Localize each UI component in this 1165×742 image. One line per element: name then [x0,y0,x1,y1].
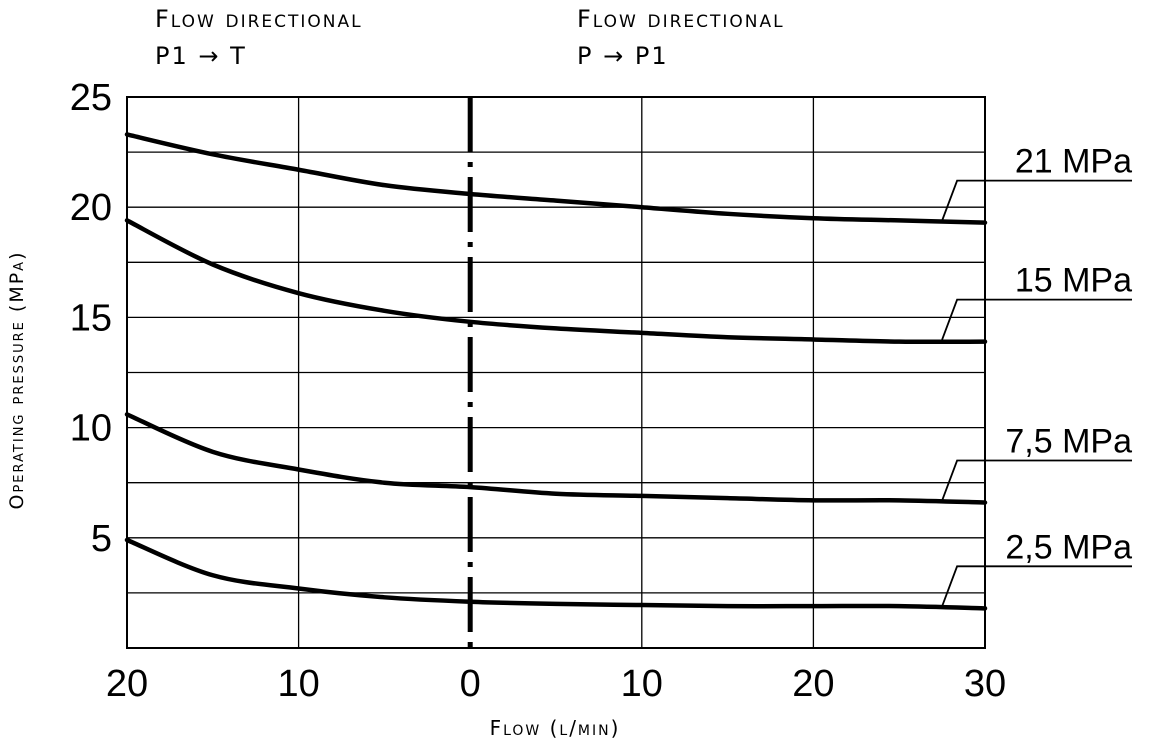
x-tick-label: 20 [792,663,834,705]
curve-label: 2,5 MPa [1005,528,1132,566]
right-region-label-line2: P → P1 [577,42,669,70]
y-tick-label: 15 [70,297,112,339]
curve-15-mpa [124,218,988,345]
curve-label: 15 MPa [1015,262,1132,300]
left-region-label-line2: P1 → T [155,42,247,70]
y-tick-label: 25 [70,77,112,119]
curve-7-5-mpa [124,412,988,505]
leader-line [941,565,1132,607]
y-axis-label: Operating pressure (MPa) [6,251,28,510]
curve-21-mpa [124,132,988,225]
x-tick-label: 10 [621,663,663,705]
y-tick-label: 10 [70,408,112,450]
curves [124,132,988,611]
x-tick-labels: 20 10 0 10 20 30 [106,663,1006,705]
x-tick-label: 20 [106,663,148,705]
x-tick-label: 10 [277,663,319,705]
curve-2-5-mpa [124,537,988,611]
leader-line [941,298,1132,340]
y-tick-label: 5 [91,518,112,560]
y-tick-label: 20 [70,187,112,229]
curve-label: 7,5 MPa [1005,423,1132,461]
right-region-label-line1: Flow directional [577,5,785,33]
chart-grid [127,97,985,648]
plot-border [126,96,986,649]
x-tick-label: 0 [460,663,481,705]
y-tick-labels: 5 10 15 20 25 [70,77,112,560]
x-tick-label: 30 [964,663,1006,705]
curve-labels: 21 MPa 15 MPa 7,5 MPa 2,5 MPa [941,143,1132,607]
plot-frame [126,96,986,649]
curve-label: 21 MPa [1015,143,1132,181]
leader-line [941,179,1132,221]
left-region-label-line1: Flow directional [155,5,363,33]
leader-line [941,459,1132,501]
x-axis-label: Flow (l/min) [490,716,621,740]
